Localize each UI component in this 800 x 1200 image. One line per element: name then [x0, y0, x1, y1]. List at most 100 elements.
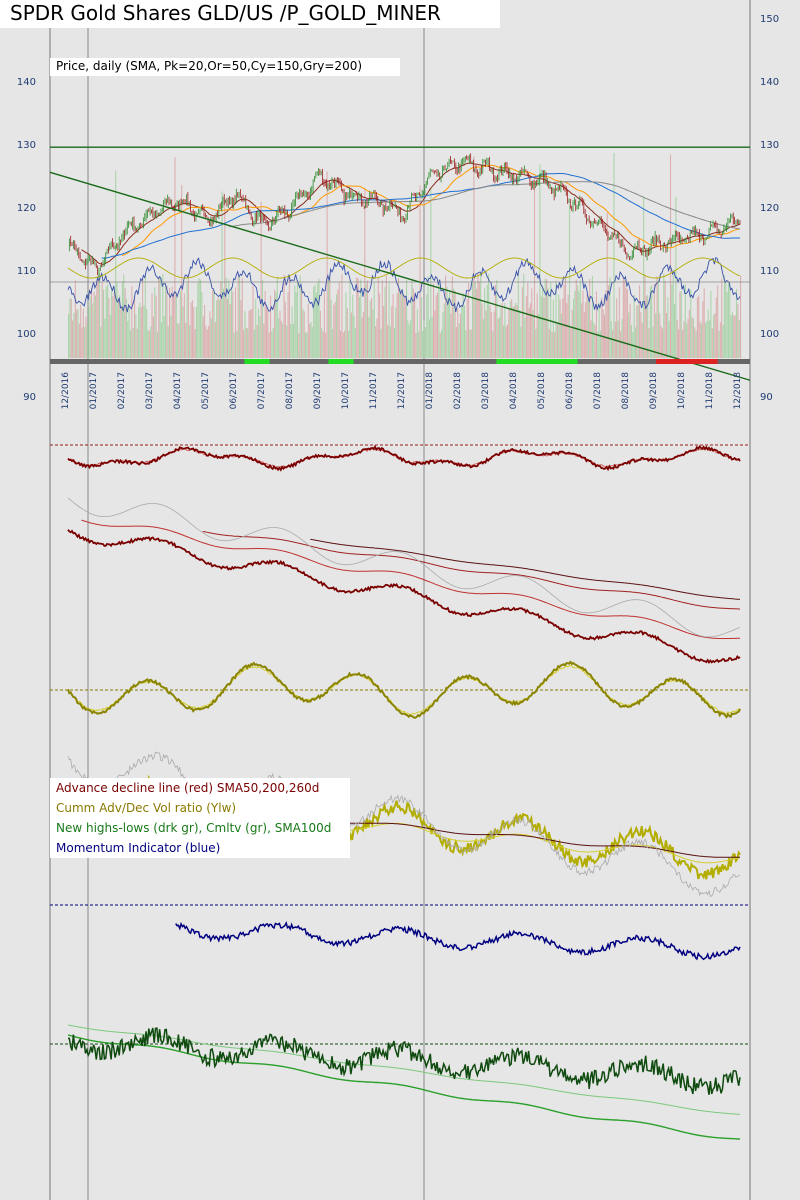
volume-bar: [107, 284, 109, 358]
volume-bar: [298, 332, 300, 358]
volume-bar: [411, 280, 413, 358]
volume-bar: [594, 325, 596, 358]
volume-bar: [154, 287, 156, 358]
volume-bar: [532, 310, 534, 358]
volume-bar: [101, 281, 103, 358]
volume-bar: [268, 332, 270, 358]
ad-sma-50: [81, 519, 740, 640]
volume-bar: [711, 328, 713, 358]
volume-bar: [571, 309, 573, 358]
volume-bar: [570, 326, 572, 358]
volume-bar: [294, 285, 296, 358]
volume-bar: [372, 309, 374, 358]
volume-bar: [228, 279, 230, 358]
volume-bar: [314, 284, 316, 358]
axis-ticks: 90 90 100 100 110 110 120 120 130 130 140 140 150 12/…: [17, 14, 779, 409]
volume-bar: [384, 286, 386, 358]
volume-bar: [470, 329, 472, 358]
volume-bar: [686, 323, 688, 358]
volume-bar: [735, 289, 738, 358]
volume-bar: [264, 290, 266, 358]
volume-bar: [282, 323, 284, 358]
volume-bar: [621, 318, 623, 358]
volume-bar: [473, 156, 475, 358]
volume-bar: [586, 294, 588, 358]
volume-bar: [352, 294, 354, 358]
volume-bar: [400, 292, 402, 358]
oscillator-layer: [50, 257, 750, 313]
volume-bar: [731, 312, 734, 358]
volume-bar: [698, 295, 700, 358]
volume-bar: [502, 325, 505, 358]
volume-bar: [222, 288, 224, 358]
volume-bar: [362, 311, 365, 358]
volume-bar: [275, 292, 277, 358]
volume-bar: [89, 296, 91, 358]
volume-bar: [597, 331, 599, 358]
volume-bar: [423, 320, 425, 358]
x-tick-label: 08/2017: [285, 372, 295, 409]
volume-bar: [524, 317, 526, 358]
volume-bar: [443, 303, 445, 358]
volume-bar: [151, 293, 153, 358]
volume-bar: [193, 306, 195, 358]
volume-bar: [513, 305, 515, 358]
volume-bar: [276, 276, 278, 358]
volume-bar: [143, 305, 145, 358]
volume-bar: [81, 327, 83, 358]
volume-bar: [656, 276, 658, 358]
signal-bar-base: [50, 359, 750, 364]
volume-bar: [358, 296, 360, 358]
volume-bar: [403, 294, 405, 358]
volume-bar: [558, 294, 560, 358]
volume-bar: [167, 326, 169, 358]
volume-bar: [385, 275, 387, 358]
volume-bar: [667, 297, 669, 358]
volume-bar: [455, 327, 457, 358]
volume-bar: [261, 279, 264, 358]
volume-bar: [505, 326, 507, 358]
volume-bar: [723, 275, 725, 358]
volume-bar: [356, 277, 358, 358]
volume-bar: [669, 154, 672, 358]
sma-20-line: [81, 162, 741, 265]
volume-bar: [179, 291, 181, 358]
volume-bar: [388, 282, 390, 358]
volume-bar: [432, 283, 435, 358]
y-tick-left: 110: [17, 266, 36, 277]
volume-bar: [76, 309, 78, 358]
volume-bar: [329, 276, 331, 358]
volume-bar: [517, 274, 519, 358]
volume-bar: [381, 280, 383, 358]
volume-bar: [198, 278, 200, 358]
volume-bar: [283, 274, 285, 358]
volume-bar: [85, 316, 87, 358]
volume-bar: [318, 278, 320, 358]
volume-bar: [210, 318, 212, 358]
volume-bar: [234, 287, 237, 358]
volume-bar: [147, 329, 149, 358]
legend-momentum: Momentum Indicator (blue): [56, 841, 221, 855]
volume-bar: [653, 283, 655, 358]
x-tick-label: 11/2017: [369, 372, 379, 409]
volume-bar: [713, 314, 715, 358]
volume-bar: [88, 306, 90, 358]
volume-bar: [333, 304, 335, 358]
volume-bar: [450, 313, 452, 358]
volume-bar: [94, 295, 97, 358]
volume-bar: [578, 291, 580, 358]
volume-bar: [309, 323, 311, 358]
volume-bar: [559, 299, 561, 358]
volume-bar: [377, 277, 379, 358]
volume-bar: [77, 309, 79, 358]
volume-bar: [205, 325, 207, 358]
volume-bar: [313, 286, 315, 358]
legend-ad-line: Advance decline line (red) SMA50,200,260…: [56, 781, 320, 795]
volume-bar: [373, 282, 375, 358]
volume-bar: [220, 281, 222, 358]
volume-bar: [643, 196, 645, 358]
volume-bar: [187, 273, 189, 358]
volume-bar: [647, 294, 649, 358]
volume-bar: [397, 278, 400, 358]
